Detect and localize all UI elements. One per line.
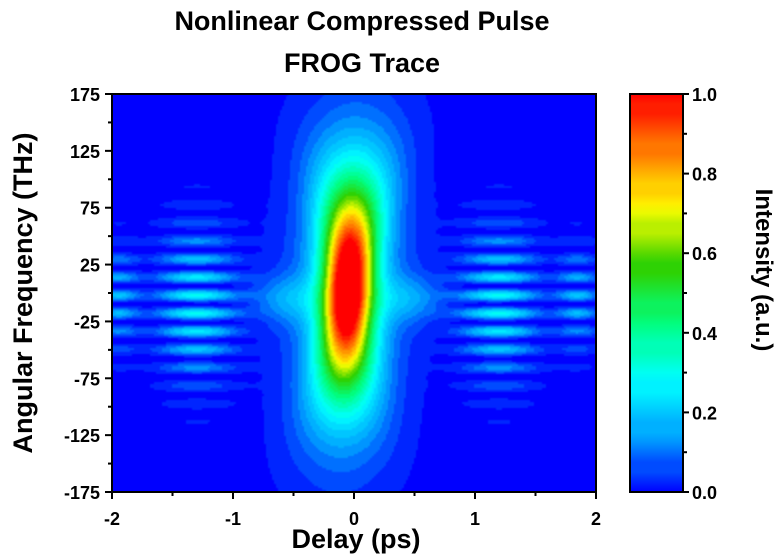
y-tick-label: -175 — [64, 483, 100, 503]
y-tick-label: -125 — [64, 426, 100, 446]
chart-title-line-2: FROG Trace — [284, 48, 440, 78]
y-tick-label: -75 — [74, 369, 100, 389]
x-axis-label: Delay (ps) — [291, 524, 420, 554]
y-tick-label: 25 — [80, 256, 100, 276]
y-tick-label: 75 — [80, 199, 100, 219]
colorbar-label: Intensity (a.u.) — [750, 189, 777, 352]
colorbar-tick-label: 0.6 — [692, 244, 717, 264]
y-tick-label: -25 — [74, 312, 100, 332]
chart-title-line-1: Nonlinear Compressed Pulse — [174, 6, 549, 36]
colorbar-ticks: 1.0 0.8 0.6 0.4 0.2 0.0 — [683, 85, 717, 503]
x-tick-label: 2 — [591, 509, 601, 529]
x-tick-label: 0 — [349, 509, 359, 529]
heatmap-image — [112, 94, 596, 492]
colorbar-tick-label: 1.0 — [692, 85, 717, 105]
x-tick-label: -2 — [104, 509, 120, 529]
x-axis-ticks: -2 -1 0 1 2 — [104, 492, 601, 529]
y-axis-label: Angular Frequency (THz) — [8, 132, 38, 453]
colorbar — [630, 94, 683, 492]
y-axis-ticks: 175 125 75 25 -25 -75 -125 -175 — [64, 85, 112, 503]
colorbar-tick-label: 0.0 — [692, 483, 717, 503]
colorbar-tick-label: 0.8 — [692, 165, 717, 185]
y-tick-label: 175 — [70, 85, 100, 105]
colorbar-tick-label: 0.4 — [692, 324, 717, 344]
x-tick-label: -1 — [225, 509, 241, 529]
x-tick-label: 1 — [470, 509, 480, 529]
colorbar-tick-label: 0.2 — [692, 403, 717, 423]
y-tick-label: 125 — [70, 142, 100, 162]
